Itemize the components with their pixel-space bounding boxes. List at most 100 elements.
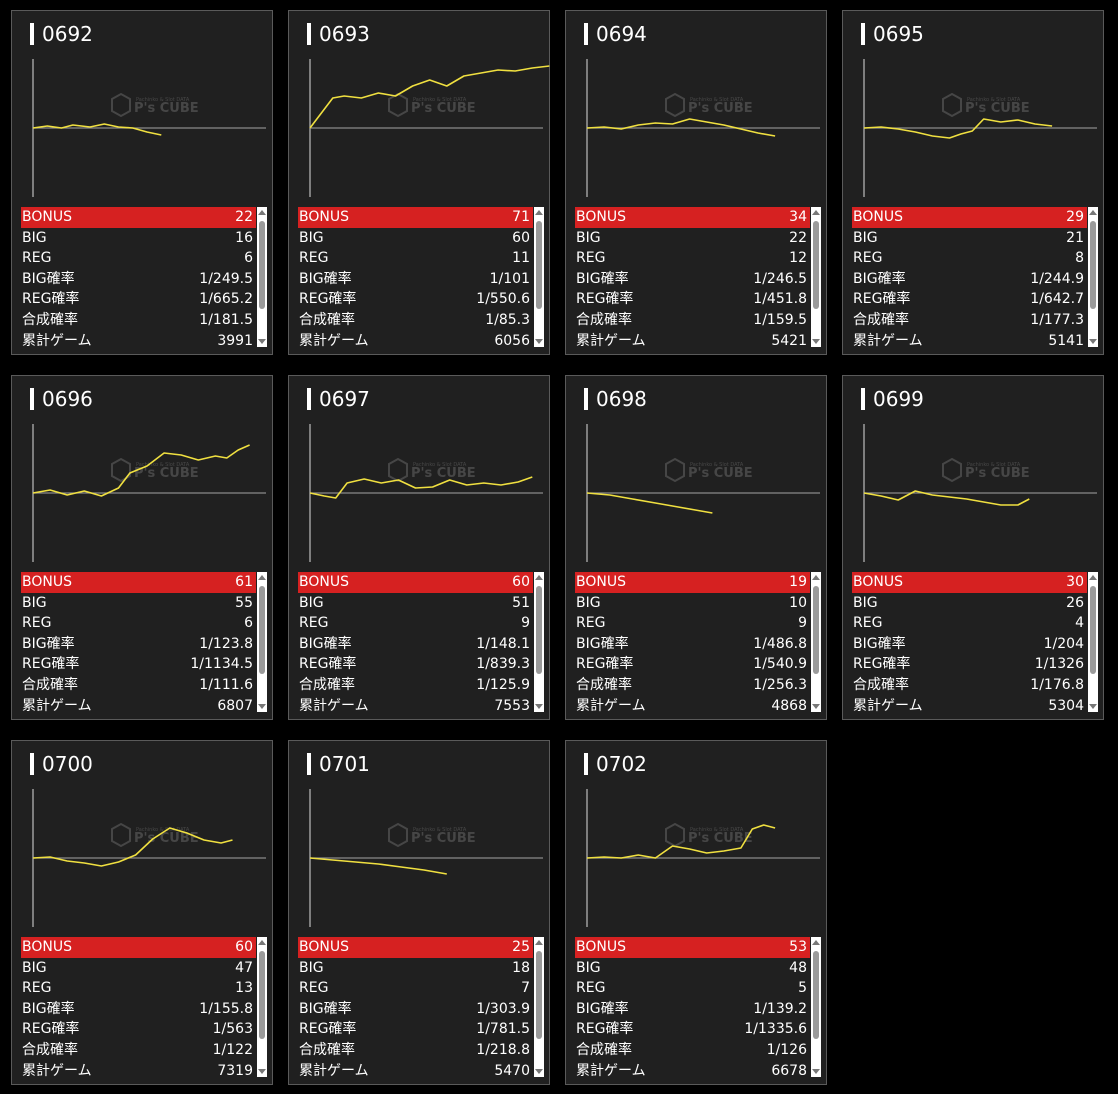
scroll-down-arrow-icon[interactable] xyxy=(535,339,543,344)
stat-value: 11 xyxy=(512,250,530,267)
stat-label: REG xyxy=(299,980,329,997)
stats-scrollbar[interactable] xyxy=(811,207,821,347)
stat-row-big-rate: BIG確率 1/155.8 xyxy=(21,999,256,1020)
scroll-down-arrow-icon[interactable] xyxy=(1089,339,1097,344)
scroll-thumb[interactable] xyxy=(259,586,265,674)
scroll-thumb[interactable] xyxy=(1090,221,1096,309)
stat-label: BIG xyxy=(299,959,324,976)
stat-value: 61 xyxy=(235,574,253,590)
scroll-up-arrow-icon[interactable] xyxy=(1089,210,1097,215)
scroll-thumb[interactable] xyxy=(813,951,819,1039)
title-bar-marker xyxy=(861,388,865,410)
stat-row-total-rate: 合成確率 1/176.8 xyxy=(852,675,1087,696)
scroll-thumb[interactable] xyxy=(536,586,542,674)
scroll-down-arrow-icon[interactable] xyxy=(1089,704,1097,709)
machine-card[interactable]: 0697 P's CUBE Pachinko & Slot DATA BONUS 60 B… xyxy=(288,375,550,720)
stats-scrollbar[interactable] xyxy=(257,572,267,712)
stats-table: BONUS 60 BIG 47 REG 13 BIG確率 1/155.8 REG確率 1/563 合… xyxy=(21,937,256,1081)
scroll-down-arrow-icon[interactable] xyxy=(258,339,266,344)
stats-scrollbar[interactable] xyxy=(1088,207,1098,347)
machine-card[interactable]: 0693 P's CUBE Pachinko & Slot DATA BONUS 71 B… xyxy=(288,10,550,355)
stats-scrollbar[interactable] xyxy=(534,937,544,1077)
machine-card[interactable]: 0692 P's CUBE Pachinko & Slot DATA BONUS 22 B… xyxy=(11,10,273,355)
scroll-down-arrow-icon[interactable] xyxy=(535,704,543,709)
stat-label: BIG xyxy=(576,594,601,611)
watermark-tagline: Pachinko & Slot DATA xyxy=(967,97,1021,103)
scroll-up-arrow-icon[interactable] xyxy=(1089,575,1097,580)
machine-card[interactable]: 0696 P's CUBE Pachinko & Slot DATA BONUS 61 B… xyxy=(11,375,273,720)
stat-row-games: 累計ゲーム 4868 xyxy=(575,696,810,717)
stats-scrollbar[interactable] xyxy=(534,207,544,347)
stat-value: 1/486.8 xyxy=(753,635,807,652)
stats-scrollbar[interactable] xyxy=(257,207,267,347)
stat-value: 1/839.3 xyxy=(476,656,530,673)
machine-title: 0692 xyxy=(30,23,93,45)
stat-row-games: 累計ゲーム 5141 xyxy=(852,331,1087,352)
stats-table: BONUS 22 BIG 16 REG 6 BIG確率 1/249.5 REG確率 1/665.2… xyxy=(21,207,256,351)
stat-value: 26 xyxy=(1066,594,1084,611)
scroll-up-arrow-icon[interactable] xyxy=(258,940,266,945)
stat-label: BIG xyxy=(22,229,47,246)
scroll-down-arrow-icon[interactable] xyxy=(258,1069,266,1074)
scroll-thumb[interactable] xyxy=(813,221,819,309)
watermark-brand: P's CUBE xyxy=(411,101,476,116)
stat-row-games: 累計ゲーム 7553 xyxy=(298,696,533,717)
slump-line xyxy=(586,492,713,514)
stats-scrollbar[interactable] xyxy=(534,572,544,712)
stat-row-total-rate: 合成確率 1/159.5 xyxy=(575,310,810,331)
stat-value: 22 xyxy=(789,229,807,246)
stat-value: 1/176.8 xyxy=(1030,676,1084,693)
scroll-down-arrow-icon[interactable] xyxy=(258,704,266,709)
stats-scrollbar[interactable] xyxy=(257,937,267,1077)
stat-value: 1/122 xyxy=(212,1041,253,1058)
stat-row-reg: REG 6 xyxy=(21,613,256,634)
machine-card[interactable]: 0702 P's CUBE Pachinko & Slot DATA BONUS 53 B… xyxy=(565,740,827,1085)
scroll-up-arrow-icon[interactable] xyxy=(812,940,820,945)
scroll-thumb[interactable] xyxy=(259,951,265,1039)
scroll-up-arrow-icon[interactable] xyxy=(535,575,543,580)
stat-label: 累計ゲーム xyxy=(299,1062,369,1079)
scroll-down-arrow-icon[interactable] xyxy=(535,1069,543,1074)
machine-card[interactable]: 0695 P's CUBE Pachinko & Slot DATA BONUS 29 B… xyxy=(842,10,1104,355)
stat-value: 7319 xyxy=(217,1062,253,1079)
scroll-down-arrow-icon[interactable] xyxy=(812,704,820,709)
machine-card[interactable]: 0700 P's CUBE Pachinko & Slot DATA BONUS 60 B… xyxy=(11,740,273,1085)
stats-scrollbar[interactable] xyxy=(811,937,821,1077)
scroll-thumb[interactable] xyxy=(1090,586,1096,674)
scroll-thumb[interactable] xyxy=(536,951,542,1039)
machine-title: 0695 xyxy=(861,23,924,45)
stat-value: 30 xyxy=(1066,574,1084,590)
scroll-down-arrow-icon[interactable] xyxy=(812,339,820,344)
stats-scrollbar[interactable] xyxy=(811,572,821,712)
stat-label: 合成確率 xyxy=(576,676,632,693)
stat-label: BIG xyxy=(576,229,601,246)
scroll-thumb[interactable] xyxy=(259,221,265,309)
stat-label: 合成確率 xyxy=(853,676,909,693)
scroll-up-arrow-icon[interactable] xyxy=(535,940,543,945)
stat-row-bonus: BONUS 25 xyxy=(298,937,533,958)
stat-label: BONUS xyxy=(853,209,903,225)
scroll-up-arrow-icon[interactable] xyxy=(812,210,820,215)
machine-card[interactable]: 0694 P's CUBE Pachinko & Slot DATA BONUS 34 B… xyxy=(565,10,827,355)
stat-label: 累計ゲーム xyxy=(22,1062,92,1079)
machine-card[interactable]: 0701 P's CUBE Pachinko & Slot DATA BONUS 25 B… xyxy=(288,740,550,1085)
watermark-tagline: Pachinko & Slot DATA xyxy=(136,827,190,833)
scroll-down-arrow-icon[interactable] xyxy=(812,1069,820,1074)
stats-scrollbar[interactable] xyxy=(1088,572,1098,712)
stat-row-big-rate: BIG確率 1/246.5 xyxy=(575,269,810,290)
stat-value: 8 xyxy=(1075,250,1084,267)
scroll-up-arrow-icon[interactable] xyxy=(812,575,820,580)
scroll-thumb[interactable] xyxy=(536,221,542,309)
stat-value: 10 xyxy=(789,594,807,611)
scroll-up-arrow-icon[interactable] xyxy=(258,210,266,215)
stat-row-bonus: BONUS 60 xyxy=(21,937,256,958)
machine-card[interactable]: 0698 P's CUBE Pachinko & Slot DATA BONUS 19 B… xyxy=(565,375,827,720)
scroll-thumb[interactable] xyxy=(813,586,819,674)
stat-row-big: BIG 18 xyxy=(298,958,533,979)
scroll-up-arrow-icon[interactable] xyxy=(258,575,266,580)
machine-card[interactable]: 0699 P's CUBE Pachinko & Slot DATA BONUS 30 B… xyxy=(842,375,1104,720)
scroll-up-arrow-icon[interactable] xyxy=(535,210,543,215)
